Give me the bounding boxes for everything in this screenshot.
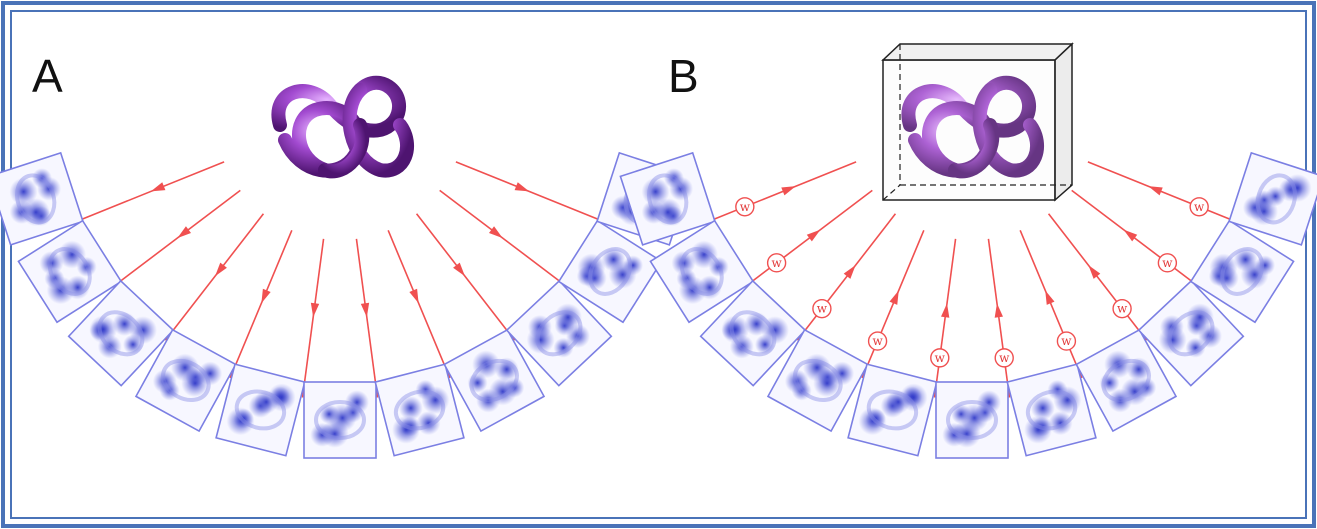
arrow-head	[177, 226, 192, 239]
arrow-head	[215, 262, 227, 277]
projection-image-icon	[0, 151, 84, 246]
weight-icon	[1112, 298, 1132, 319]
projection-image-icon	[1228, 151, 1317, 246]
arrow-head	[1148, 186, 1163, 196]
arrow-head	[488, 226, 503, 239]
arrow-head	[1123, 229, 1138, 242]
weight-symbol: w	[1194, 200, 1205, 214]
arrow-head	[360, 302, 370, 318]
arrow-head	[409, 288, 419, 304]
panel-a-rays	[75, 161, 605, 398]
panel-a-label: A	[32, 50, 63, 102]
arrow-head	[261, 288, 271, 304]
panel-b-rays: w w w w w w w w w w	[707, 161, 1237, 398]
weight-icon	[766, 253, 787, 273]
reconstruction-box-icon	[881, 42, 1074, 202]
ray-line	[112, 189, 241, 288]
weight-symbol: w	[817, 302, 828, 316]
arrow-head	[781, 186, 796, 196]
weight-icon	[867, 331, 888, 351]
projection-image-icon	[699, 279, 807, 387]
weight-symbol: w	[935, 351, 946, 365]
ray-line	[455, 161, 605, 223]
ray-line	[796, 213, 897, 341]
ray-line	[1071, 189, 1200, 288]
arrow-head	[1045, 290, 1055, 305]
arrow-head	[453, 262, 465, 277]
projection-image-icon	[935, 381, 1009, 459]
ray-line	[1019, 230, 1083, 379]
ray-line	[933, 238, 957, 398]
ray-line	[861, 230, 925, 379]
ray-line	[1087, 161, 1237, 223]
ray-line	[387, 230, 451, 379]
weight-symbol: w	[1061, 334, 1072, 348]
ray-line	[415, 213, 516, 341]
inner-frame	[10, 10, 1307, 519]
weight-icon	[735, 197, 755, 217]
projection-image-icon	[1189, 219, 1295, 324]
projection-image-icon	[847, 363, 938, 457]
arrow-head	[843, 265, 856, 279]
arrow-head	[514, 182, 530, 192]
arrow-head	[806, 229, 821, 242]
weight-symbol: w	[999, 351, 1010, 365]
panel-b-projections	[619, 151, 1317, 459]
arrow-head	[994, 303, 1003, 318]
ray-line	[1047, 213, 1148, 341]
weight-symbol: w	[740, 200, 751, 214]
projection-image-icon	[215, 363, 306, 457]
projection-image-icon	[766, 328, 869, 433]
projection-image-icon	[134, 328, 237, 433]
arrow-head	[1088, 265, 1101, 279]
weight-symbol: w	[1162, 256, 1173, 270]
ray-line	[229, 230, 293, 379]
projection-image-icon	[303, 381, 377, 459]
weight-icon	[1056, 331, 1077, 351]
panel-b-label: B	[668, 50, 699, 102]
ray-line	[164, 213, 265, 341]
ray-line	[987, 238, 1011, 398]
weight-symbol: w	[872, 334, 883, 348]
arrow-head	[150, 182, 166, 192]
ray-line	[75, 161, 225, 223]
weight-icon	[930, 348, 950, 368]
ray-line	[355, 238, 379, 398]
weight-symbol: w	[771, 256, 782, 270]
projection-image-icon	[649, 219, 755, 324]
panel-a-projections	[0, 151, 693, 459]
projection-image-icon	[67, 279, 175, 387]
weight-icon	[812, 298, 832, 319]
projection-image-icon	[557, 219, 663, 324]
projection-image-icon	[619, 151, 716, 246]
ray-line	[707, 161, 857, 223]
ray-line	[744, 189, 873, 288]
arrow-head	[889, 290, 899, 305]
knot-object-icon	[901, 75, 1045, 179]
arrow-head	[941, 303, 950, 318]
projection-image-icon	[1006, 363, 1097, 457]
weight-symbol: w	[1117, 302, 1128, 316]
projection-image-icon	[1137, 279, 1245, 387]
projection-image-icon	[443, 328, 546, 433]
projection-image-icon	[374, 363, 465, 457]
weight-icon	[1189, 197, 1209, 217]
weight-icon	[994, 348, 1014, 368]
knot-object-icon	[271, 75, 415, 179]
projection-image-icon	[17, 219, 123, 324]
weight-icon	[1157, 253, 1178, 273]
projection-image-icon	[505, 279, 613, 387]
projection-image-icon	[1075, 328, 1178, 433]
ray-line	[439, 189, 568, 288]
arrow-head	[310, 302, 320, 318]
ray-line	[301, 238, 325, 398]
